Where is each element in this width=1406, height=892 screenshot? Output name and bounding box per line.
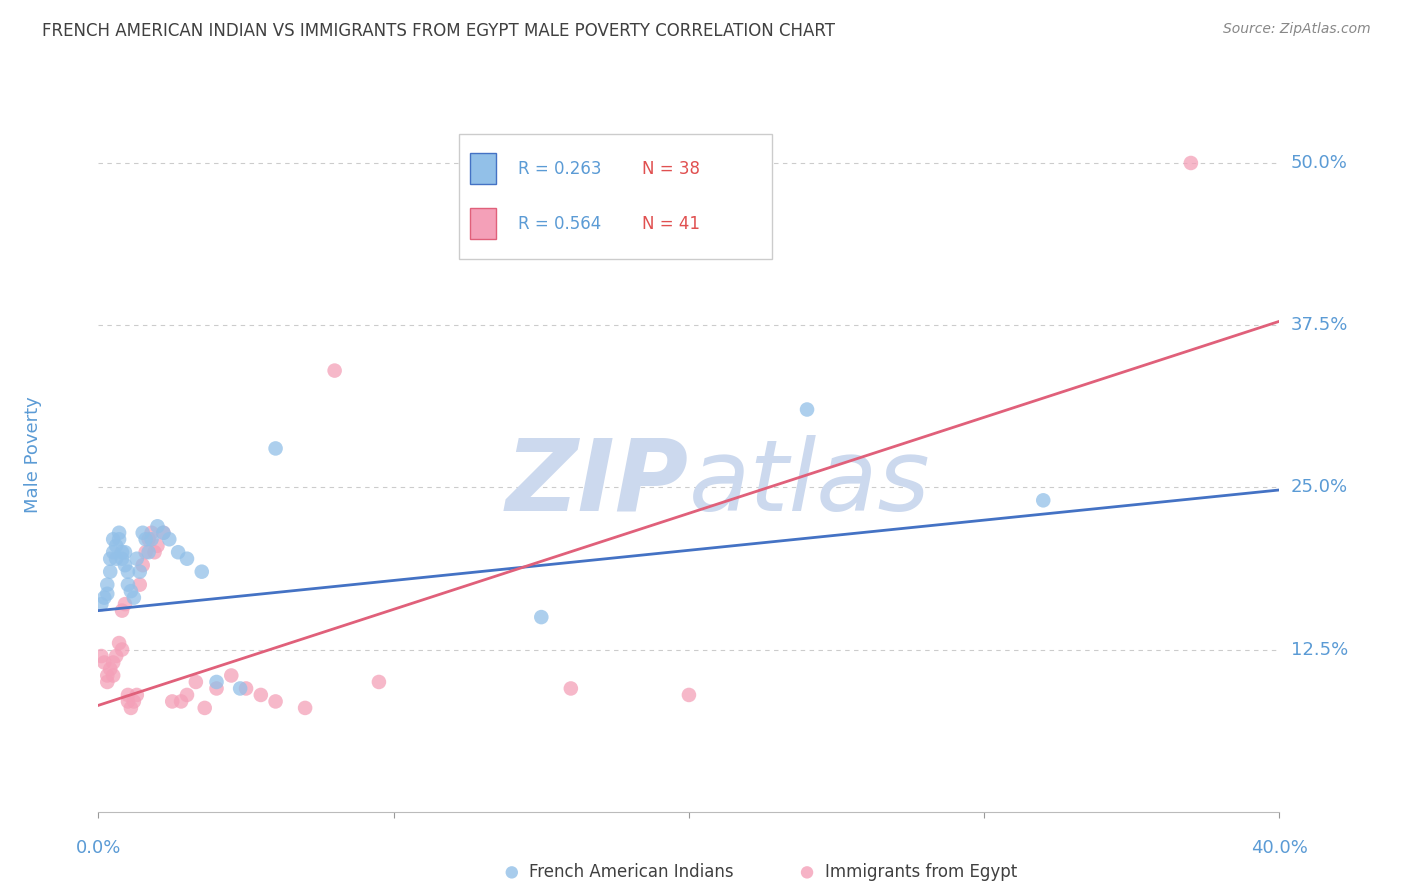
Text: ZIP: ZIP xyxy=(506,435,689,532)
Point xyxy=(678,688,700,702)
Point xyxy=(111,551,134,566)
Point xyxy=(98,662,121,676)
Point xyxy=(264,442,287,456)
Point xyxy=(1180,156,1202,170)
Point xyxy=(219,668,242,682)
Point xyxy=(530,610,553,624)
FancyBboxPatch shape xyxy=(458,134,772,259)
Point xyxy=(138,545,160,559)
Point xyxy=(111,545,134,559)
Point xyxy=(132,525,155,540)
Point xyxy=(108,533,131,547)
Text: R = 0.263: R = 0.263 xyxy=(517,160,602,178)
Text: N = 41: N = 41 xyxy=(641,215,700,233)
Point xyxy=(235,681,257,696)
Text: R = 0.564: R = 0.564 xyxy=(517,215,600,233)
Point xyxy=(117,688,139,702)
Point xyxy=(167,545,190,559)
Point xyxy=(205,681,228,696)
Point xyxy=(560,681,582,696)
Text: FRENCH AMERICAN INDIAN VS IMMIGRANTS FROM EGYPT MALE POVERTY CORRELATION CHART: FRENCH AMERICAN INDIAN VS IMMIGRANTS FRO… xyxy=(42,22,835,40)
Point xyxy=(132,558,155,573)
Point xyxy=(152,525,174,540)
Point xyxy=(157,533,180,547)
Point xyxy=(125,688,148,702)
Point xyxy=(122,694,145,708)
Point xyxy=(162,694,183,708)
Point xyxy=(135,533,157,547)
Point xyxy=(264,694,287,708)
Point xyxy=(90,648,112,663)
Point xyxy=(103,545,125,559)
Point xyxy=(96,577,118,591)
Point xyxy=(229,681,252,696)
Point xyxy=(90,597,112,611)
Text: 12.5%: 12.5% xyxy=(1291,640,1348,658)
Text: 37.5%: 37.5% xyxy=(1291,316,1348,334)
Point xyxy=(176,688,198,702)
Point xyxy=(111,642,134,657)
Point xyxy=(194,701,217,715)
Text: N = 38: N = 38 xyxy=(641,160,700,178)
Point xyxy=(146,539,169,553)
Text: atlas: atlas xyxy=(689,435,931,532)
Point xyxy=(96,675,118,690)
Point xyxy=(128,577,150,591)
Point xyxy=(125,551,148,566)
Point xyxy=(141,533,163,547)
Point xyxy=(93,656,115,670)
Point xyxy=(146,519,169,533)
Point xyxy=(143,545,166,559)
Point xyxy=(368,675,391,690)
FancyBboxPatch shape xyxy=(471,208,496,239)
Point xyxy=(96,587,118,601)
Text: 25.0%: 25.0% xyxy=(1291,478,1348,496)
Text: 0.0%: 0.0% xyxy=(76,839,121,857)
Point xyxy=(152,525,174,540)
Point xyxy=(170,694,193,708)
Point xyxy=(141,525,163,540)
Point xyxy=(250,688,273,702)
Point xyxy=(1032,493,1054,508)
Point xyxy=(120,701,142,715)
Point xyxy=(294,701,316,715)
Point xyxy=(191,565,214,579)
Point xyxy=(111,604,134,618)
Text: Male Poverty: Male Poverty xyxy=(24,397,42,513)
Point xyxy=(105,539,128,553)
Point xyxy=(103,668,125,682)
FancyBboxPatch shape xyxy=(471,153,496,185)
Point xyxy=(323,363,346,377)
Point xyxy=(98,565,121,579)
Point xyxy=(108,636,131,650)
Point xyxy=(205,675,228,690)
Point xyxy=(135,545,157,559)
Point xyxy=(117,565,139,579)
Point xyxy=(108,525,131,540)
Point xyxy=(176,551,198,566)
Point xyxy=(103,533,125,547)
Point xyxy=(122,591,145,605)
Point xyxy=(796,402,818,417)
Point xyxy=(98,551,121,566)
Point xyxy=(114,597,136,611)
Point xyxy=(93,591,115,605)
Text: French American Indians: French American Indians xyxy=(530,863,734,881)
Text: Source: ZipAtlas.com: Source: ZipAtlas.com xyxy=(1223,22,1371,37)
Point xyxy=(96,668,118,682)
Point xyxy=(120,584,142,599)
Point xyxy=(117,577,139,591)
Text: 40.0%: 40.0% xyxy=(1251,839,1308,857)
Point xyxy=(117,694,139,708)
Text: 50.0%: 50.0% xyxy=(1291,154,1347,172)
Point xyxy=(138,533,160,547)
Point xyxy=(114,558,136,573)
Point xyxy=(128,565,150,579)
Point xyxy=(103,656,125,670)
Point xyxy=(184,675,207,690)
Point xyxy=(105,551,128,566)
Point xyxy=(114,545,136,559)
Point xyxy=(105,648,128,663)
Text: Immigrants from Egypt: Immigrants from Egypt xyxy=(825,863,1017,881)
